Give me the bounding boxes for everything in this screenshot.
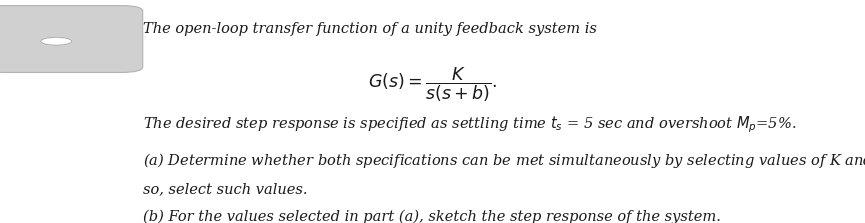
Circle shape — [41, 37, 72, 45]
Text: (b) For the values selected in part (a), sketch the step response of the system.: (b) For the values selected in part (a),… — [143, 209, 721, 223]
Text: (a) Determine whether both specifications can be met simultaneously by selecting: (a) Determine whether both specification… — [143, 151, 865, 170]
FancyBboxPatch shape — [0, 6, 143, 72]
Text: so, select such values.: so, select such values. — [143, 183, 307, 196]
Text: $G(s) = \dfrac{K}{s(s+b)}.$: $G(s) = \dfrac{K}{s(s+b)}.$ — [368, 66, 497, 104]
Text: The open-loop transfer function of a unity feedback system is: The open-loop transfer function of a uni… — [143, 22, 597, 36]
Text: The desired step response is specified as settling time $t_s$ = 5 sec and oversh: The desired step response is specified a… — [143, 115, 797, 135]
